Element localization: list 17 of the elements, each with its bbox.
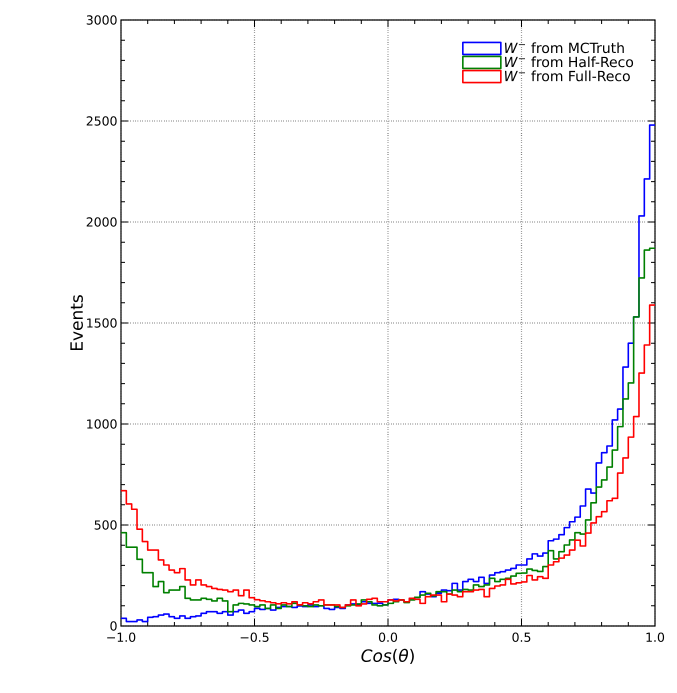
y-tick-label: 3000 bbox=[86, 15, 117, 25]
y-tick-label: 1000 bbox=[87, 419, 117, 429]
x-tick-label: 1.0 bbox=[646, 632, 664, 642]
x-tick-label: −0.5 bbox=[240, 632, 269, 642]
y-axis-title: Events bbox=[70, 295, 83, 350]
y-tick-label: 0 bbox=[110, 621, 117, 631]
x-tick-label: 0.5 bbox=[512, 632, 530, 642]
legend-label: W$^{−}$ from Half-Reco bbox=[504, 56, 634, 68]
y-tick-label: 500 bbox=[94, 520, 117, 530]
x-tick-label: −1.0 bbox=[107, 632, 136, 642]
y-tick-label: 1500 bbox=[87, 318, 117, 328]
x-axis-title: Cos(θ) bbox=[361, 648, 414, 664]
y-tick-label: 2500 bbox=[86, 116, 117, 126]
y-tick-label: 2000 bbox=[86, 217, 117, 227]
x-tick-label: 0.0 bbox=[378, 632, 398, 642]
legend-label: W$^{−}$ from MCTruth bbox=[504, 42, 624, 54]
legend-label: W$^{−}$ from Full-Reco bbox=[504, 70, 630, 82]
